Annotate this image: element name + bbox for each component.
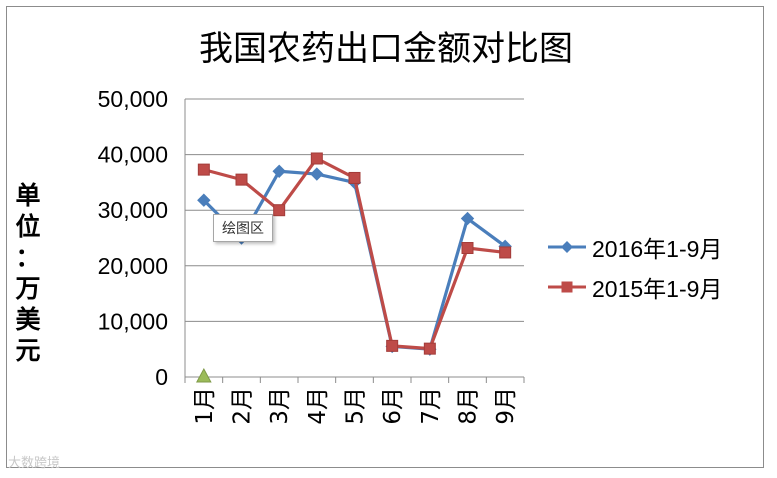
y-axis-label-char: ： <box>15 243 41 272</box>
legend-swatch-marker <box>561 241 573 253</box>
x-tick-label: 4月 <box>305 387 331 425</box>
y-tick-label: 30,000 <box>98 197 168 223</box>
y-axis-label: 单位：万美元 <box>10 180 46 366</box>
legend-swatch-marker <box>561 281 573 293</box>
legend-item: 2016年1-9月 <box>548 227 722 267</box>
data-point <box>197 193 211 207</box>
y-tick-label: 10,000 <box>98 308 168 334</box>
x-tick-label: 2月 <box>230 387 256 425</box>
y-axis-label-char: 元 <box>15 336 41 365</box>
y-axis-label-char: 位 <box>15 212 41 241</box>
x-tick-label: 9月 <box>493 387 519 425</box>
legend-swatch <box>548 241 586 253</box>
series-line <box>202 169 507 351</box>
legend: 2016年1-9月 2015年1-9月 <box>548 227 722 307</box>
x-tick-label: 3月 <box>267 387 293 425</box>
legend-item: 2015年1-9月 <box>548 267 722 307</box>
plot-area-tooltip: 绘图区 <box>213 214 273 242</box>
y-tick-label: 20,000 <box>98 253 168 279</box>
x-tick-label: 5月 <box>343 387 369 425</box>
x-tick-label: 6月 <box>380 387 406 425</box>
data-point <box>460 211 475 226</box>
data-point <box>499 246 512 259</box>
y-tick-label: 40,000 <box>98 142 168 168</box>
data-point <box>348 171 361 184</box>
y-tick-label: 50,000 <box>98 86 168 112</box>
data-point <box>273 204 286 217</box>
y-axis-label-char: 万 <box>15 274 41 303</box>
data-point <box>423 342 436 355</box>
data-point <box>461 242 474 255</box>
watermark: 大数跨境 <box>8 456 61 471</box>
y-axis-label-char: 单 <box>15 181 41 210</box>
data-point <box>310 167 324 181</box>
chart-frame: 我国农药出口金额对比图 <box>6 6 764 468</box>
data-point <box>386 339 399 352</box>
data-point <box>310 152 323 165</box>
data-point <box>272 164 286 178</box>
legend-swatch <box>548 281 586 293</box>
y-axis-label-char: 美 <box>15 305 41 334</box>
data-point <box>197 163 210 176</box>
x-tick-label: 1月 <box>192 387 218 425</box>
legend-label: 2016年1-9月 <box>592 236 723 262</box>
legend-label: 2015年1-9月 <box>592 276 723 302</box>
x-tick-label: 8月 <box>456 387 482 425</box>
y-tick-label: 0 <box>155 364 168 390</box>
data-point-extra <box>195 367 212 383</box>
x-tick-label: 7月 <box>418 387 444 425</box>
data-point <box>235 173 248 186</box>
chart-title: 我国农药出口金额对比图 <box>199 29 573 69</box>
